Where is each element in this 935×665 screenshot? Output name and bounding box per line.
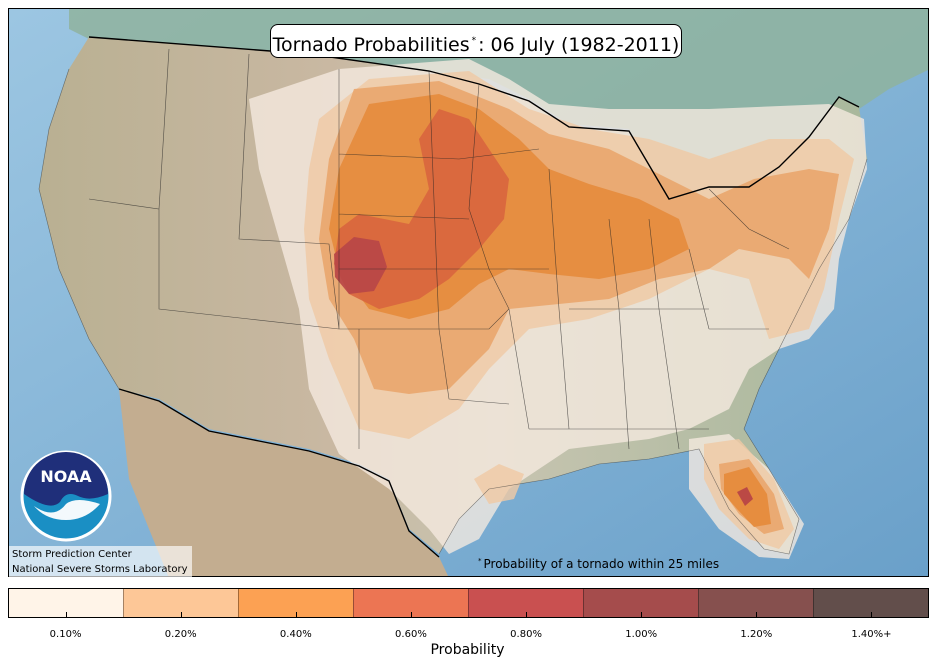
colorbar-tick-label: 1.40%+: [831, 612, 911, 640]
map-title-marker: *: [471, 36, 477, 46]
colorbar-tick-label: 0.80%: [486, 612, 566, 640]
colorbar: [8, 588, 929, 618]
contour-0-80-florida: [737, 487, 753, 506]
colorbar-segment: [238, 589, 353, 617]
map-title-main: Tornado Probabilities: [272, 34, 470, 56]
colorbar-segment: [583, 589, 698, 617]
tornado-probability-map: [9, 9, 928, 576]
footnote-marker: *: [478, 557, 482, 565]
colorbar-segment: [123, 589, 238, 617]
colorbar-tick-label: 0.60%: [371, 612, 451, 640]
colorbar-tick-label: 0.40%: [256, 612, 336, 640]
colorbar-segment: [353, 589, 468, 617]
colorbar-tick-label: 1.20%: [716, 612, 796, 640]
colorbar-segment: [698, 589, 813, 617]
colorbar-tick-label: 0.10%: [26, 612, 106, 640]
mexico-land: [119, 389, 449, 576]
map-title-date: : 06 July (1982-2011): [478, 34, 680, 56]
national-border: [88, 36, 860, 558]
colorbar-label: Probability: [430, 642, 505, 658]
contour-0-10-texas: [474, 464, 524, 504]
coastline: [38, 68, 868, 555]
noaa-logo-icon: NOAA: [20, 450, 112, 542]
boundaries: [38, 36, 868, 558]
contour-0-80: [334, 237, 387, 294]
noaa-logo-text: NOAA: [40, 467, 92, 486]
map-title: Tornado Probabilities *: 06 July (1982-20…: [270, 24, 682, 58]
map-footnote: * Probability of a tornado within 25 mile…: [478, 557, 719, 571]
map-panel: Tornado Probabilities *: 06 July (1982-20…: [8, 8, 929, 577]
credit-line-2: National Severe Storms Laboratory: [12, 564, 188, 575]
state-borders: [88, 48, 790, 450]
colorbar-segment: [813, 589, 928, 617]
colorbar-tick-label: 0.20%: [141, 612, 221, 640]
colorbar-segment: [468, 589, 583, 617]
colorbar-tick-label: 1.00%: [601, 612, 681, 640]
credits-box: Storm Prediction Center National Severe …: [9, 546, 192, 578]
footnote-text: Probability of a tornado within 25 miles: [483, 557, 720, 571]
credit-line-1: Storm Prediction Center: [12, 549, 132, 560]
colorbar-ticks: 0.10% 0.20% 0.40% 0.60% 0.80% 1.00% 1.20% 1.40%…: [8, 612, 929, 640]
